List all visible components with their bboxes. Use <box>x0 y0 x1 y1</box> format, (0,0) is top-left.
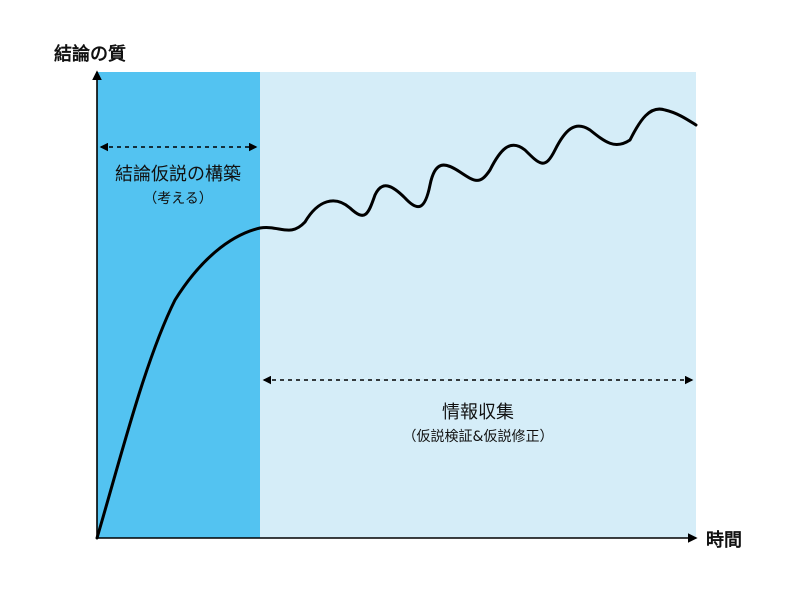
quality-curve <box>95 107 698 540</box>
phase-information-subtitle: （仮説検証&仮説修正） <box>402 429 554 445</box>
phase-information-background <box>260 72 696 538</box>
y-axis-label: 結論の質 <box>54 44 126 65</box>
phase-hypothesis-title: 結論仮説の構築 <box>115 164 241 185</box>
phase-hypothesis-subtitle: （考える） <box>143 191 213 207</box>
phase-hypothesis-background <box>97 72 260 538</box>
phase-information-title: 情報収集 <box>442 402 514 423</box>
x-axis-label: 時間 <box>706 530 742 551</box>
